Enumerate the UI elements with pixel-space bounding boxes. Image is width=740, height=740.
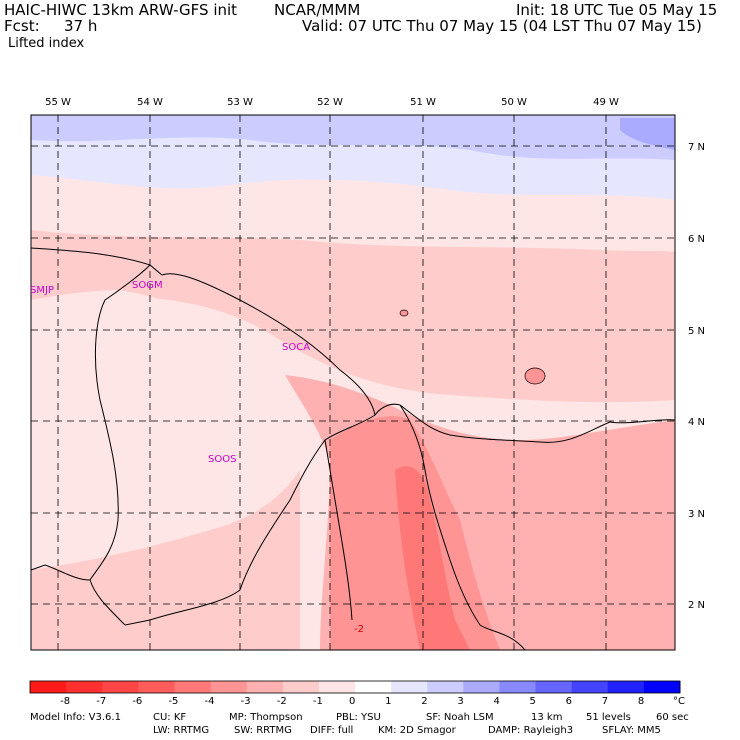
- colorbar-tick-label: 5: [529, 696, 536, 707]
- station-soca: SOCA: [282, 342, 310, 353]
- colorbar-swatch: [210, 681, 248, 693]
- colorbar-swatch: [246, 681, 284, 693]
- footer-sf: SF: Noah LSM: [426, 712, 494, 723]
- colorbar-tick-label: -8: [60, 696, 71, 707]
- colorbar-tick-label: 0: [349, 696, 356, 707]
- footer-pbl: PBL: YSU: [336, 712, 381, 723]
- colorbar-tick-label: -6: [132, 696, 143, 707]
- colorbar-tick-label: -2: [276, 696, 287, 707]
- lat-label-3n: 3 N: [688, 509, 705, 520]
- colorbar-tick-label: -7: [96, 696, 107, 707]
- colorbar-swatch: [282, 681, 320, 693]
- colorbar-swatch: [571, 681, 609, 693]
- footer-sflay: SFLAY: MM5: [602, 725, 661, 736]
- colorbar-border: [29, 680, 681, 694]
- colorbar-swatch: [535, 681, 573, 693]
- lat-label-7n: 7 N: [688, 142, 705, 153]
- colorbar-tick-label: -1: [312, 696, 323, 707]
- map-frame: [30, 114, 676, 651]
- lon-label-55w: 55 W: [45, 97, 71, 108]
- footer-diff: DIFF: full: [310, 725, 354, 736]
- station-soos: SOOS: [208, 454, 236, 465]
- coastline: [30, 247, 676, 651]
- station-sogm: SOGM: [132, 280, 163, 291]
- footer-damp: DAMP: Rayleigh3: [488, 725, 574, 736]
- colorbar-tick-label: 1: [385, 696, 392, 707]
- footer-lw: LW: RRTMG: [153, 725, 210, 736]
- colorbar-tick-label: -4: [204, 696, 215, 707]
- colorbar: [29, 680, 681, 694]
- colorbar-swatch: [102, 681, 139, 693]
- station-smjp: SMJP: [30, 285, 54, 296]
- valid-time: Valid: 07 UTC Thu 07 May 15 (04 LST Thu …: [302, 17, 702, 35]
- graticule: [31, 115, 675, 650]
- colorbar-tick-label: 4: [493, 696, 500, 707]
- org-label: NCAR/MMM: [274, 1, 361, 19]
- colorbar-tick-label: 2: [421, 696, 428, 707]
- colorbar-swatch: [66, 681, 103, 693]
- colorbar-tick-label: -5: [168, 696, 179, 707]
- colorbar-swatch: [391, 681, 428, 693]
- footer-cu: CU: KF: [153, 712, 187, 723]
- lon-label-54w: 54 W: [137, 97, 163, 108]
- contour-label: -2: [354, 624, 364, 635]
- colorbar-tick-label: 6: [565, 696, 573, 707]
- colorbar-swatch: [499, 681, 537, 693]
- lon-label-52w: 52 W: [317, 97, 343, 108]
- lon-label-53w: 53 W: [227, 97, 253, 108]
- footer-km: KM: 2D Smagor: [378, 725, 456, 736]
- forecast-label: Fcst:: [4, 17, 40, 35]
- colorbar-swatch: [643, 681, 681, 693]
- lon-label-50w: 50 W: [501, 97, 527, 108]
- colorbar-tick-label: 8: [637, 696, 645, 707]
- footer-model-info: Model Info: V3.6.1: [30, 712, 121, 723]
- lat-label-2n: 2 N: [688, 600, 705, 611]
- colorbar-tick-label: -3: [240, 696, 251, 707]
- colorbar-swatch: [607, 681, 645, 693]
- colorbar-swatch: [174, 681, 212, 693]
- colorbar-swatch: [355, 681, 392, 693]
- footer-sw: SW: RRTMG: [234, 725, 292, 736]
- footer-timestep: 60 sec: [656, 712, 689, 723]
- footer-levels: 51 levels: [586, 712, 631, 723]
- colorbar-swatch: [30, 681, 67, 693]
- init-time: Init: 18 UTC Tue 05 May 15: [516, 1, 718, 19]
- colorbar-tick-label: 7: [601, 696, 609, 707]
- colorbar-unit: °C: [673, 696, 685, 707]
- lat-label-5n: 5 N: [688, 326, 705, 337]
- lat-label-6n: 6 N: [688, 234, 705, 245]
- colorbar-swatch: [463, 681, 500, 693]
- field-name: Lifted index: [8, 36, 85, 51]
- model-title: HAIC-HIWC 13km ARW-GFS init: [4, 1, 238, 19]
- footer-res: 13 km: [531, 712, 563, 723]
- lon-label-49w: 49 W: [593, 97, 619, 108]
- lon-label-51w: 51 W: [410, 97, 436, 108]
- colorbar-swatch: [318, 681, 356, 693]
- footer-mp: MP: Thompson: [229, 712, 303, 723]
- colorbar-tick-label: 3: [457, 696, 464, 707]
- map-field: [31, 115, 675, 650]
- forecast-hours: 37 h: [64, 17, 98, 35]
- lat-label-4n: 4 N: [688, 417, 705, 428]
- colorbar-swatch: [138, 681, 175, 693]
- colorbar-swatch: [427, 681, 464, 693]
